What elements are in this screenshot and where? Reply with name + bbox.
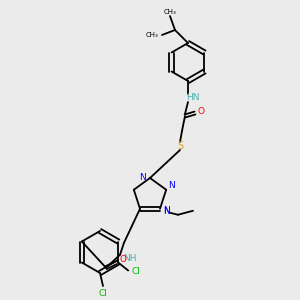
Text: N: N <box>168 181 175 190</box>
Text: N: N <box>140 173 146 182</box>
Text: Cl: Cl <box>99 289 107 298</box>
Text: NH: NH <box>123 254 137 263</box>
Text: N: N <box>164 207 170 216</box>
Text: HN: HN <box>186 94 200 103</box>
Text: N: N <box>164 206 170 215</box>
Text: S: S <box>177 141 183 151</box>
Text: Cl: Cl <box>132 267 141 276</box>
Text: O: O <box>119 255 127 264</box>
Text: CH₃: CH₃ <box>164 9 176 15</box>
Text: CH₃: CH₃ <box>145 32 158 38</box>
Text: O: O <box>197 106 205 116</box>
